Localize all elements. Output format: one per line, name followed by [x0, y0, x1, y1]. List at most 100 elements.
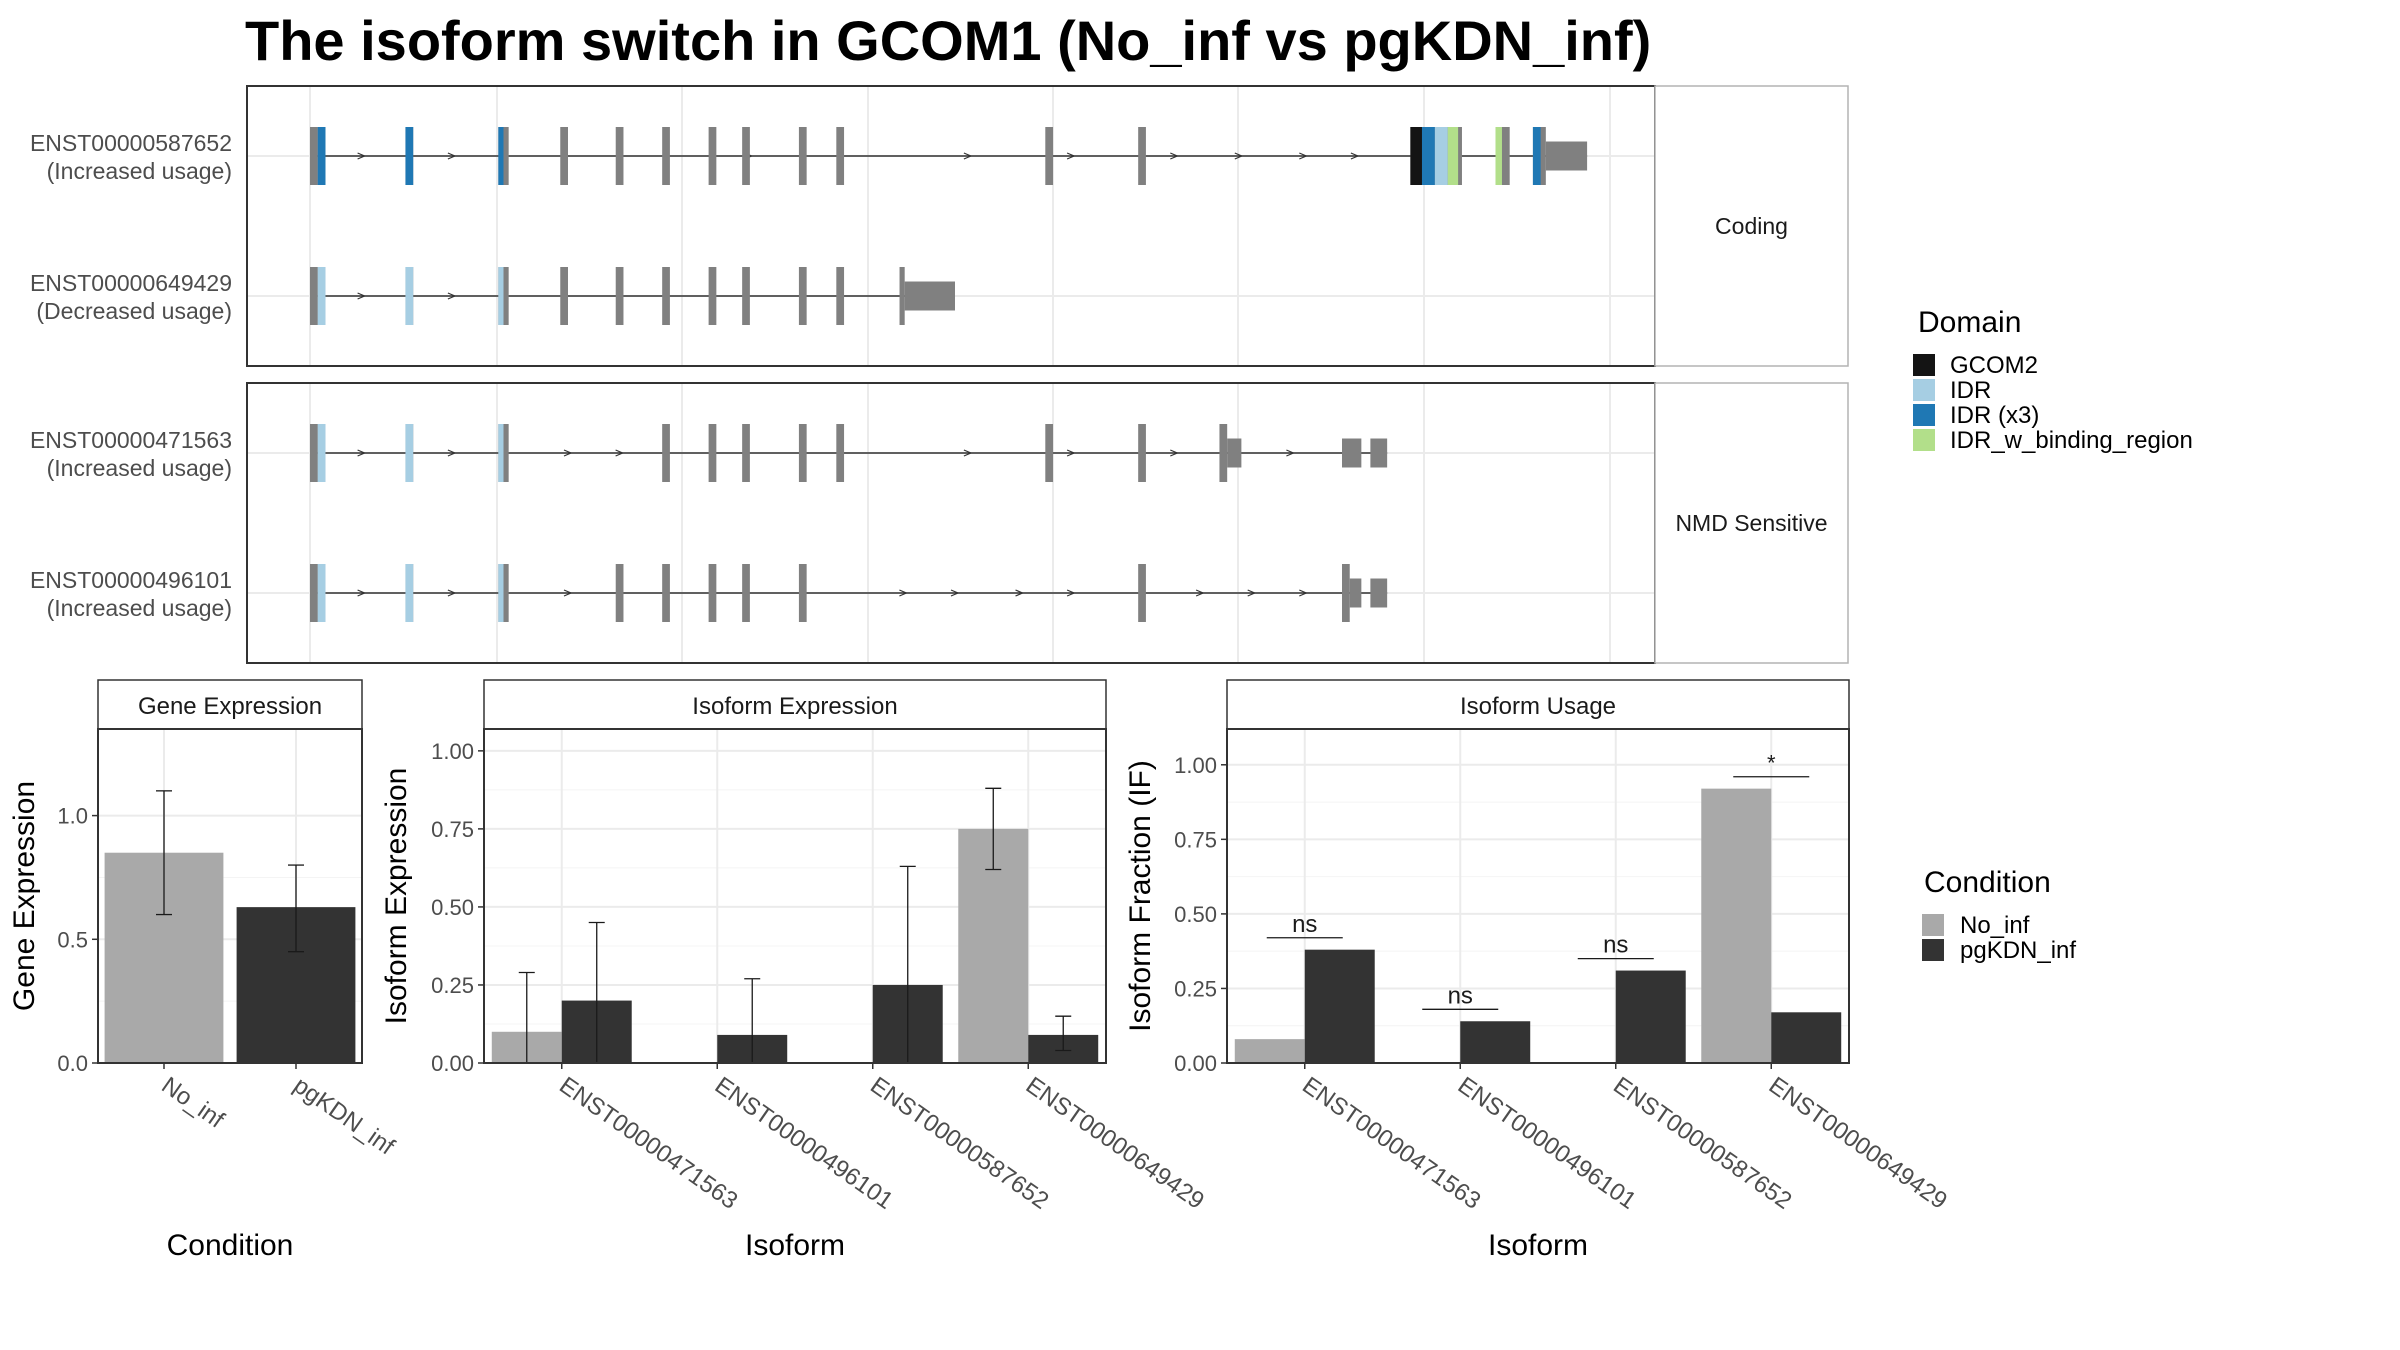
exon: [662, 267, 670, 325]
strand-arrow: [357, 589, 367, 597]
bar-pgKDN_inf-ENST00000471563: [1304, 949, 1375, 1063]
condition-legend-title: Condition: [1924, 866, 2051, 899]
significance-label: ns: [1448, 982, 1473, 1009]
y-axis-title: Isoform Expression: [380, 768, 413, 1025]
panel-strip: [1226, 679, 1850, 730]
domain-idr: [498, 267, 504, 325]
strand-arrow: [447, 449, 457, 457]
panel-border: [483, 728, 1107, 1064]
exon: [708, 564, 717, 622]
strand-arrow: [1234, 152, 1244, 160]
transcript-id-label: ENST00000587652: [30, 130, 232, 156]
exon: [899, 267, 905, 325]
y-tick-label: 0.00: [1174, 1051, 1217, 1076]
transcript-ENST00000649429: ENST00000649429(Decreased usage): [30, 267, 955, 325]
facet-strip: [1654, 382, 1849, 664]
legend-label: GCOM2: [1950, 352, 2038, 379]
strand-arrow: [1247, 589, 1257, 597]
domain-idr-x3-: [1421, 127, 1435, 185]
bar-pgKDN_inf-ENST00000587652: [1615, 970, 1686, 1063]
domain-idr: [317, 424, 326, 482]
strand-arrow: [1286, 449, 1295, 457]
domain-idr: [405, 267, 414, 325]
transcript-usage-label: (Decreased usage): [36, 298, 232, 324]
exon: [798, 127, 807, 185]
y-axis-title: Gene Expression: [8, 781, 41, 1011]
x-tick-label: pgKDN_inf: [289, 1072, 400, 1161]
strand-arrow: [1195, 589, 1205, 597]
utr-exon: [1342, 438, 1362, 468]
strand-arrow: [1066, 449, 1076, 457]
strand-arrow: [899, 589, 908, 597]
panel-title: Isoform Expression: [692, 693, 897, 720]
strand-arrow: [447, 292, 457, 300]
x-axis-title: Condition: [167, 1229, 294, 1262]
domain-idr: [405, 564, 414, 622]
strand-arrow: [1350, 152, 1360, 160]
strand-arrow: [1066, 152, 1076, 160]
transcript-usage-label: (Increased usage): [47, 158, 232, 184]
exon: [798, 424, 807, 482]
utr-exon: [1370, 438, 1388, 468]
exon: [708, 267, 717, 325]
exon: [742, 127, 750, 185]
exon: [615, 564, 624, 622]
strand-arrow: [963, 152, 973, 160]
panel-border: [1226, 728, 1850, 1064]
exon: [1045, 127, 1054, 185]
legend-swatch-idr-x3-: [1913, 404, 1935, 426]
domain-idr-x3-: [405, 127, 414, 185]
strand-arrow: [1170, 152, 1179, 160]
strand-arrow: [447, 152, 457, 160]
utr-exon: [1227, 438, 1242, 468]
domain-idr: [405, 424, 414, 482]
transcript-structure-panels: ENST00000587652(Increased usage)ENST0000…: [30, 85, 1849, 664]
exon: [662, 424, 670, 482]
y-tick-label: 1.00: [431, 739, 474, 764]
exon: [310, 127, 318, 185]
x-axis-title: Isoform: [745, 1229, 845, 1262]
exon: [1045, 424, 1054, 482]
legend-label: IDR: [1950, 377, 1991, 404]
facet-panel-background: [247, 383, 1655, 663]
strand-arrow: [563, 589, 573, 597]
strand-arrow: [1066, 589, 1076, 597]
x-tick-label: No_inf: [157, 1072, 230, 1134]
exon: [836, 267, 845, 325]
exon: [1219, 424, 1228, 482]
strand-arrow: [447, 589, 457, 597]
exon: [798, 564, 807, 622]
panel-title: Isoform Usage: [1460, 693, 1616, 720]
strand-arrow: [950, 589, 960, 597]
exon: [708, 127, 717, 185]
y-axis-title: Isoform Fraction (IF): [1124, 760, 1157, 1032]
facet-strip: [1654, 85, 1849, 367]
y-tick-label: 0.0: [57, 1051, 88, 1076]
y-tick-label: 1.00: [1174, 753, 1217, 778]
bar-No_inf-ENST00000649429: [1701, 788, 1772, 1063]
strand-arrow: [1299, 589, 1308, 597]
domain-idr: [317, 564, 326, 622]
exon: [310, 564, 318, 622]
exon: [1342, 564, 1350, 622]
utr-exon: [1349, 578, 1362, 608]
strand-arrow: [1170, 449, 1179, 457]
strand-arrow: [357, 152, 367, 160]
facet-strip-label: Coding: [1715, 213, 1788, 239]
exon: [615, 127, 624, 185]
exon: [615, 267, 624, 325]
exon: [1138, 564, 1146, 622]
legend-label: IDR (x3): [1950, 402, 2039, 429]
y-tick-label: 1.0: [57, 804, 88, 829]
bar-pgKDN_inf-ENST00000649429: [1771, 1012, 1842, 1063]
transcript-usage-label: (Increased usage): [47, 455, 232, 481]
chart-isoform-expression: Isoform Expression0.000.250.500.751.00EN…: [380, 679, 1209, 1262]
legend-swatch-idr-w-binding-region: [1913, 429, 1935, 451]
exon: [560, 267, 568, 325]
y-tick-label: 0.75: [431, 817, 474, 842]
y-tick-label: 0.00: [431, 1051, 474, 1076]
domain-idr: [1434, 127, 1448, 185]
utr-exon: [1370, 578, 1388, 608]
strand-arrow: [1015, 589, 1025, 597]
y-tick-label: 0.75: [1174, 827, 1217, 852]
